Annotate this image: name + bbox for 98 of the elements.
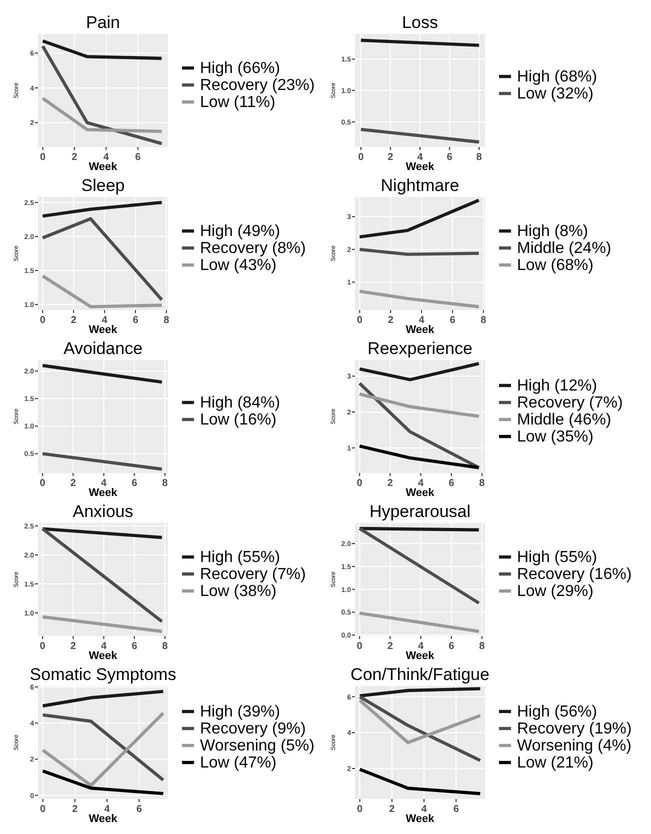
chart-title: Hyperarousal (369, 502, 471, 521)
x-tick-label: 0 (40, 804, 46, 815)
legend-label: High (49%) (200, 223, 280, 240)
chart-title: Anxious (72, 502, 134, 521)
legend-label: Recovery (8%) (200, 240, 306, 257)
x-tick-label: 4 (100, 478, 107, 489)
x-tick-label: 6 (132, 478, 138, 489)
x-tick-label: 2 (72, 804, 78, 815)
x-tick-label: 6 (132, 641, 138, 652)
legend-label: High (68%) (517, 68, 598, 86)
x-tick-label: 6 (135, 152, 142, 163)
x-tick-label: 4 (421, 804, 428, 815)
legend-label: High (66%) (200, 60, 280, 77)
x-tick-label: 8 (479, 641, 486, 652)
legend-label: Middle (46%) (517, 412, 612, 428)
legend-label: Low (43%) (200, 257, 276, 274)
x-tick-label: 0 (40, 152, 46, 163)
x-tick-label: 0 (356, 478, 363, 489)
legend-label: Low (11%) (200, 94, 276, 111)
x-axis-title: Week (88, 324, 118, 336)
legend-label: Recovery (9%) (200, 720, 306, 738)
x-tick-label: 2 (388, 315, 394, 326)
x-tick-label: 6 (448, 641, 455, 652)
x-axis-title: Week (88, 487, 118, 499)
x-axis-title: Week (406, 324, 436, 336)
legend-label: Low (47%) (200, 754, 276, 772)
legend-label: High (56%) (517, 704, 598, 720)
chart-title: Avoidance (63, 339, 143, 358)
legend-label: Recovery (23%) (200, 77, 315, 94)
x-tick-label: 4 (417, 152, 424, 163)
x-tick-label: 4 (104, 804, 110, 815)
x-tick-label: 0 (40, 641, 46, 652)
legend-label: Low (35%) (517, 428, 594, 446)
x-tick-label: 6 (446, 152, 453, 163)
x-tick-label: 0 (40, 478, 46, 489)
legend-label: Low (21%) (517, 754, 594, 772)
legend-label: Low (29%) (517, 583, 594, 600)
legend-label: High (39%) (200, 704, 280, 720)
chart-title: Pain (86, 13, 120, 32)
chart-title: Reexperience (368, 339, 472, 358)
legend-label: High (84%) (200, 394, 280, 412)
x-tick-label: 4 (418, 641, 424, 652)
x-axis-title: Week (406, 650, 436, 662)
legend-label: High (55%) (517, 549, 598, 566)
legend-label: Worsening (5%) (200, 738, 314, 754)
x-tick-label: 0 (40, 315, 46, 326)
x-tick-label: 2 (387, 641, 394, 652)
legend-label: High (55%) (200, 549, 280, 566)
legend-label: Low (38%) (200, 583, 276, 600)
x-tick-label: 4 (100, 641, 107, 652)
x-tick-label: 6 (450, 315, 456, 326)
x-axis-title: Week (406, 487, 436, 499)
x-tick-label: 6 (132, 315, 139, 326)
x-tick-label: 6 (448, 478, 455, 489)
x-tick-label: 6 (136, 804, 142, 815)
legend-label: Recovery (19%) (517, 720, 632, 738)
x-axis-title: Week (88, 813, 118, 825)
x-tick-label: 2 (70, 478, 76, 489)
x-tick-label: 0 (356, 315, 363, 326)
legend-label: Middle (24%) (517, 240, 612, 257)
x-tick-label: 8 (480, 315, 487, 326)
x-tick-label: 8 (476, 152, 482, 163)
x-tick-label: 2 (387, 478, 394, 489)
x-tick-label: 8 (164, 315, 170, 326)
legend-label: Recovery (16%) (517, 566, 632, 583)
legend-label: Recovery (7%) (517, 394, 623, 412)
chart-title: Sleep (81, 176, 125, 195)
x-tick-label: 2 (70, 315, 77, 326)
x-tick-label: 0 (356, 641, 363, 652)
x-axis-title: Week (406, 813, 436, 825)
x-tick-label: 6 (453, 804, 460, 815)
legend-label: Low (16%) (200, 412, 276, 428)
x-axis-title: Week (406, 161, 436, 173)
x-tick-label: 2 (388, 152, 394, 163)
x-tick-label: 2 (70, 641, 76, 652)
chart-title: Loss (402, 13, 438, 32)
legend-label: Low (68%) (517, 257, 594, 274)
x-tick-label: 2 (72, 152, 78, 163)
legend-label: Low (32%) (517, 86, 594, 102)
legend-label: High (8%) (517, 223, 588, 240)
x-tick-label: 4 (103, 152, 110, 163)
x-tick-label: 8 (162, 641, 168, 652)
legend-label: High (12%) (517, 378, 598, 394)
x-tick-label: 4 (418, 478, 424, 489)
x-tick-label: 0 (357, 804, 364, 815)
x-tick-label: 4 (102, 315, 108, 326)
x-axis-title: Week (88, 650, 118, 662)
x-tick-label: 2 (389, 804, 396, 815)
x-axis-title: Week (88, 161, 118, 173)
x-tick-label: 8 (479, 478, 486, 489)
legend-label: Worsening (4%) (517, 738, 632, 754)
chart-title: Nightmare (380, 176, 460, 195)
chart-title: Somatic Symptoms (30, 665, 176, 684)
x-tick-label: 8 (162, 478, 168, 489)
legend-label: Recovery (7%) (200, 566, 306, 583)
chart-title: Con/Think/Fatigue (350, 665, 490, 684)
x-tick-label: 0 (358, 152, 364, 163)
x-tick-label: 4 (418, 315, 425, 326)
